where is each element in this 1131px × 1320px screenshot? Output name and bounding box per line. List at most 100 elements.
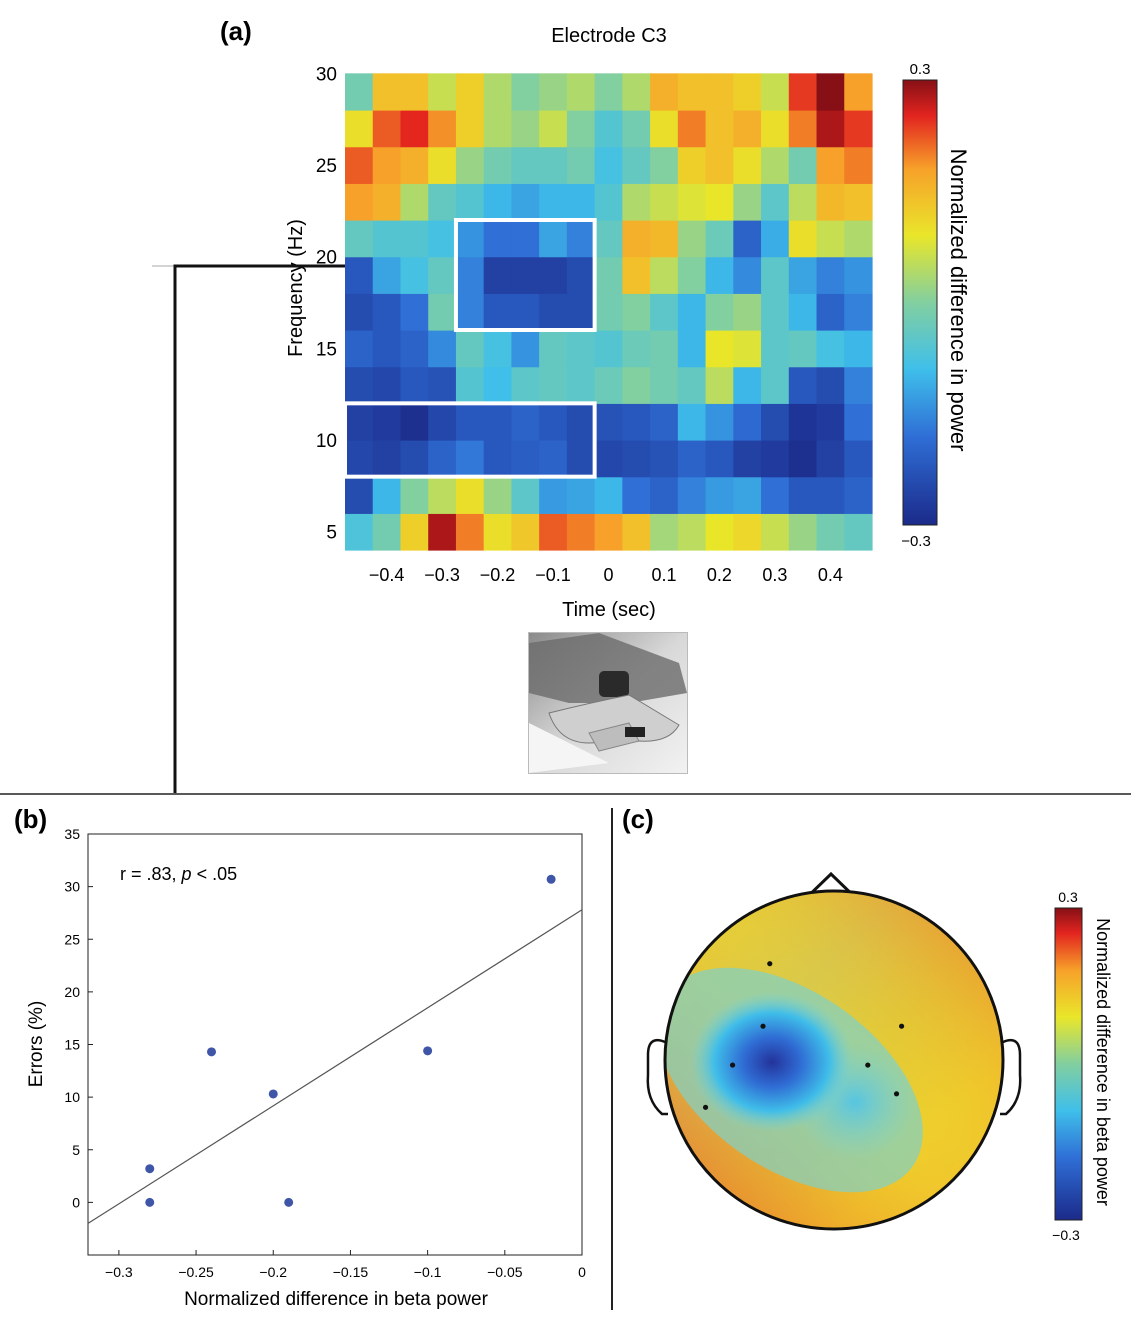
heatmap-cell	[455, 110, 485, 148]
heatmap-cell	[455, 366, 485, 404]
heatmap-cell	[816, 73, 845, 111]
heatmap-cell	[455, 330, 485, 368]
heatmap-cell	[483, 476, 513, 514]
heatmap-cell	[455, 256, 485, 294]
heatmap-cell	[622, 366, 651, 404]
heatmap-cell	[844, 110, 873, 148]
heatmap-cell	[566, 183, 596, 221]
heatmap-cell	[788, 256, 818, 294]
scatter-x-tick-label: −0.3	[105, 1264, 133, 1280]
heatmap-cell	[761, 183, 790, 221]
heatmap-cell	[372, 220, 402, 258]
heatmap-cell	[372, 366, 402, 404]
heatmap-cell	[428, 256, 457, 294]
scatter-point	[207, 1047, 216, 1057]
highlight-box	[453, 218, 597, 332]
heatmap-cell	[428, 73, 457, 111]
heatmap-cell	[816, 513, 845, 551]
heatmap-cell	[705, 440, 734, 478]
heatmap-cell	[733, 330, 762, 368]
heatmap-cell	[705, 183, 734, 221]
colorbar-a-label: Normalized difference in power	[946, 149, 971, 452]
heatmap-cell	[428, 110, 457, 148]
heatmap-cell	[761, 220, 790, 258]
heatmap-cell	[650, 403, 679, 441]
heatmap-cell	[345, 293, 374, 331]
heatmap-cell	[788, 330, 818, 368]
scatter-y-tick-label: 5	[72, 1142, 80, 1158]
heatmap-cell	[483, 330, 513, 368]
heatmap-cell	[594, 440, 623, 478]
heatmap-y-axis-label: Frequency (Hz)	[285, 219, 307, 357]
heatmap-cell	[511, 183, 540, 221]
heatmap-cell	[455, 403, 485, 441]
heatmap-cell	[733, 366, 762, 404]
heatmap-cell	[622, 330, 651, 368]
heatmap-cell	[428, 293, 457, 331]
heatmap-cell	[428, 513, 457, 551]
hand-gesture-photo	[528, 632, 688, 774]
heatmap-cell	[594, 73, 623, 111]
heatmap-cell	[345, 513, 374, 551]
heatmap-cell	[733, 73, 762, 111]
heatmap-cell	[511, 440, 540, 478]
heatmap-cell	[539, 440, 568, 478]
heatmap-cell	[650, 73, 679, 111]
heatmap-cell	[622, 403, 651, 441]
panel-a-label: (a)	[220, 16, 252, 46]
heatmap-cell	[345, 403, 374, 441]
heatmap-cell	[650, 330, 679, 368]
heatmap-cell	[455, 73, 485, 111]
heatmap-y-tick-label: 5	[326, 523, 337, 544]
heatmap-cell	[733, 440, 762, 478]
heatmap-cell	[483, 513, 513, 551]
heatmap-x-tick-label: −0.4	[369, 565, 405, 585]
heatmap-cell	[511, 366, 540, 404]
heatmap-cell	[539, 146, 568, 184]
electrode-dot	[730, 1062, 736, 1068]
heatmap-cell	[761, 146, 790, 184]
heatmap-cell	[844, 440, 873, 478]
heatmap-cell	[345, 476, 374, 514]
scatter-ticks: −0.3 −0.25 −0.2 −0.15 −0.1 −0.05 0 0 5 10 15 20 25 30…	[64, 826, 586, 1280]
heatmap-cell	[372, 476, 402, 514]
heatmap-cell	[788, 403, 818, 441]
heatmap-cell	[761, 330, 790, 368]
heatmap-cell	[788, 110, 818, 148]
scatter-point	[284, 1197, 294, 1207]
heatmap-cell	[400, 73, 429, 111]
head-outline	[663, 889, 1005, 1231]
heatmap-cell	[816, 183, 845, 221]
heatmap-cell	[594, 256, 623, 294]
heatmap-cell	[372, 146, 402, 184]
connector-line	[173, 264, 345, 793]
heatmap-cell	[372, 293, 402, 331]
colorbar-c-min: −0.3	[1052, 1227, 1080, 1243]
heatmap-y-tick-label: 15	[316, 339, 337, 360]
heatmap-cell	[705, 73, 734, 111]
electrode-dot	[865, 1062, 871, 1068]
heatmap-cell	[594, 293, 623, 331]
heatmap-cell	[677, 110, 707, 148]
heatmap-cell	[816, 330, 845, 368]
electrode-dot	[702, 1104, 709, 1110]
heatmap-cell	[816, 476, 845, 514]
heatmap-cell	[844, 330, 873, 368]
heatmap-cell	[566, 110, 596, 148]
heatmap-cell	[677, 146, 707, 184]
left-ear-outline	[646, 1038, 668, 1116]
colorbar-a-min: −0.3	[901, 533, 931, 550]
scatter-point	[546, 874, 556, 884]
heatmap-cell	[594, 366, 623, 404]
scatter-y-tick-label: 30	[64, 879, 80, 895]
heatmap-y-tick-label: 10	[316, 431, 337, 452]
heatmap-cell	[372, 183, 402, 221]
heatmap-cell	[622, 110, 651, 148]
heatmap-cell	[705, 366, 734, 404]
scatter-y-tick-label: 20	[64, 984, 80, 1000]
heatmap-cell	[400, 256, 429, 294]
heatmap-cell	[733, 476, 762, 514]
heatmap-cell	[511, 330, 540, 368]
heatmap-cell	[761, 110, 790, 148]
